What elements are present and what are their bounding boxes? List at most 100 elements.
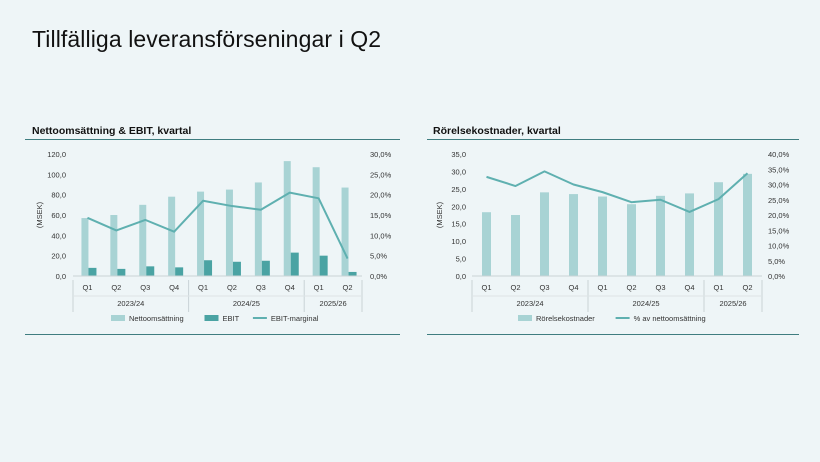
bar-r-relsekostnader [685,193,694,276]
x-tick-label: Q4 [684,283,694,292]
y-tick-label: 5,0 [456,255,466,264]
bar-nettooms-ttning [81,218,89,276]
bar-nettooms-ttning [312,167,320,276]
y-tick-label: 10,0 [451,237,466,246]
bar-nettooms-ttning [254,182,262,276]
x-tick-label: Q1 [314,283,324,292]
y-axis-label: (MSEK) [35,201,44,228]
bar-nettooms-ttning [168,196,176,276]
x-tick-label: Q2 [343,283,353,292]
chart-title-rule [427,139,799,141]
bar-r-relsekostnader [540,192,549,276]
bar-r-relsekostnader [569,194,578,276]
y-tick-label: 0,0 [56,272,66,281]
x-tick-label: Q3 [140,283,150,292]
bar-nettooms-ttning [283,161,291,276]
y-tick-label: 35,0 [451,150,466,159]
y-tick-label: 0,0 [456,272,466,281]
y-tick-label: 40,0 [51,231,66,240]
chart-title-rule [25,139,400,141]
bar-nettooms-ttning [139,204,147,276]
bar-r-relsekostnader [598,196,607,276]
x-tick-label: Q2 [111,283,121,292]
y2-tick-label: 0,0% [768,272,785,281]
x-tick-label: Q1 [481,283,491,292]
bar-ebit [88,267,97,276]
y-tick-label: 20,0 [451,202,466,211]
x-tick-label: Q2 [742,283,752,292]
legend-label: Rörelsekostnader [536,314,595,323]
bar-ebit [204,260,213,276]
chart-bottom-rule [25,334,400,336]
bar-ebit [319,255,328,276]
line-%-av-nettooms-ttning [486,170,749,213]
legend-label: EBIT [223,314,240,323]
y-tick-label: 30,0 [451,167,466,176]
x-tick-label: Q1 [597,283,607,292]
y2-tick-label: 10,0% [370,231,392,240]
x-tick-label: Q2 [510,283,520,292]
bar-r-relsekostnader [511,215,520,276]
bar-r-relsekostnader [656,195,665,276]
page-title: Tillfälliga leveransförseningar i Q2 [32,26,382,52]
y-axis-label: (MSEK) [435,201,444,228]
legend-label: % av nettoomsättning [634,314,706,323]
x-tick-label: Q1 [82,283,92,292]
chart-title-opex: Rörelsekostnader, kvartal [433,125,561,137]
y2-tick-label: 0,0% [370,272,387,281]
legend-swatch [518,315,532,321]
y-tick-label: 120,0 [47,150,66,159]
bar-ebit [290,252,299,276]
y2-tick-label: 35,0% [768,165,790,174]
x-tick-label: Q3 [539,283,549,292]
bar-ebit [117,268,126,276]
bar-nettooms-ttning [197,191,205,276]
chart-bottom-rule [427,334,799,336]
bar-r-relsekostnader [743,173,752,276]
y2-tick-label: 15,0% [768,226,790,235]
x-tick-label: Q2 [227,283,237,292]
legend-label: Nettoomsättning [129,314,184,323]
group-label: 2025/26 [320,299,347,308]
bar-ebit [348,271,357,276]
group-label: 2025/26 [719,299,746,308]
y2-tick-label: 5,0% [370,252,387,261]
x-tick-label: Q2 [626,283,636,292]
y-tick-label: 80,0 [51,191,66,200]
bar-r-relsekostnader [627,204,636,276]
y2-tick-label: 5,0% [768,257,785,266]
x-tick-label: Q4 [285,283,295,292]
x-tick-label: Q1 [713,283,723,292]
bar-nettooms-ttning [225,189,233,276]
y2-tick-label: 25,0% [768,196,790,205]
y-tick-label: 15,0 [451,220,466,229]
legend-swatch [111,315,125,321]
line-ebit-marginal [87,191,349,259]
legend-swatch [204,315,219,321]
legend-label: EBIT-marginal [271,314,319,323]
bar-nettooms-ttning [110,215,118,276]
y-tick-label: 60,0 [51,211,66,220]
group-label: 2023/24 [117,299,144,308]
y2-tick-label: 25,0% [370,170,392,179]
y2-tick-label: 30,0% [370,150,392,159]
y-tick-label: 25,0 [451,185,466,194]
bar-ebit [175,267,184,276]
bar-ebit [261,260,270,276]
chart-title-revenue: Nettoomsättning & EBIT, kvartal [32,125,192,137]
y2-tick-label: 40,0% [768,150,790,159]
y-tick-label: 100,0 [47,170,66,179]
x-tick-label: Q4 [568,283,578,292]
y2-tick-label: 20,0% [370,191,392,200]
bar-ebit [232,261,241,276]
y2-tick-label: 15,0% [370,211,392,220]
bar-r-relsekostnader [482,212,491,276]
group-label: 2024/25 [233,299,260,308]
bar-r-relsekostnader [714,182,723,276]
y2-tick-label: 20,0% [768,211,790,220]
bar-ebit [146,266,155,276]
x-tick-label: Q3 [256,283,266,292]
y2-tick-label: 30,0% [768,181,790,190]
x-tick-label: Q1 [198,283,208,292]
